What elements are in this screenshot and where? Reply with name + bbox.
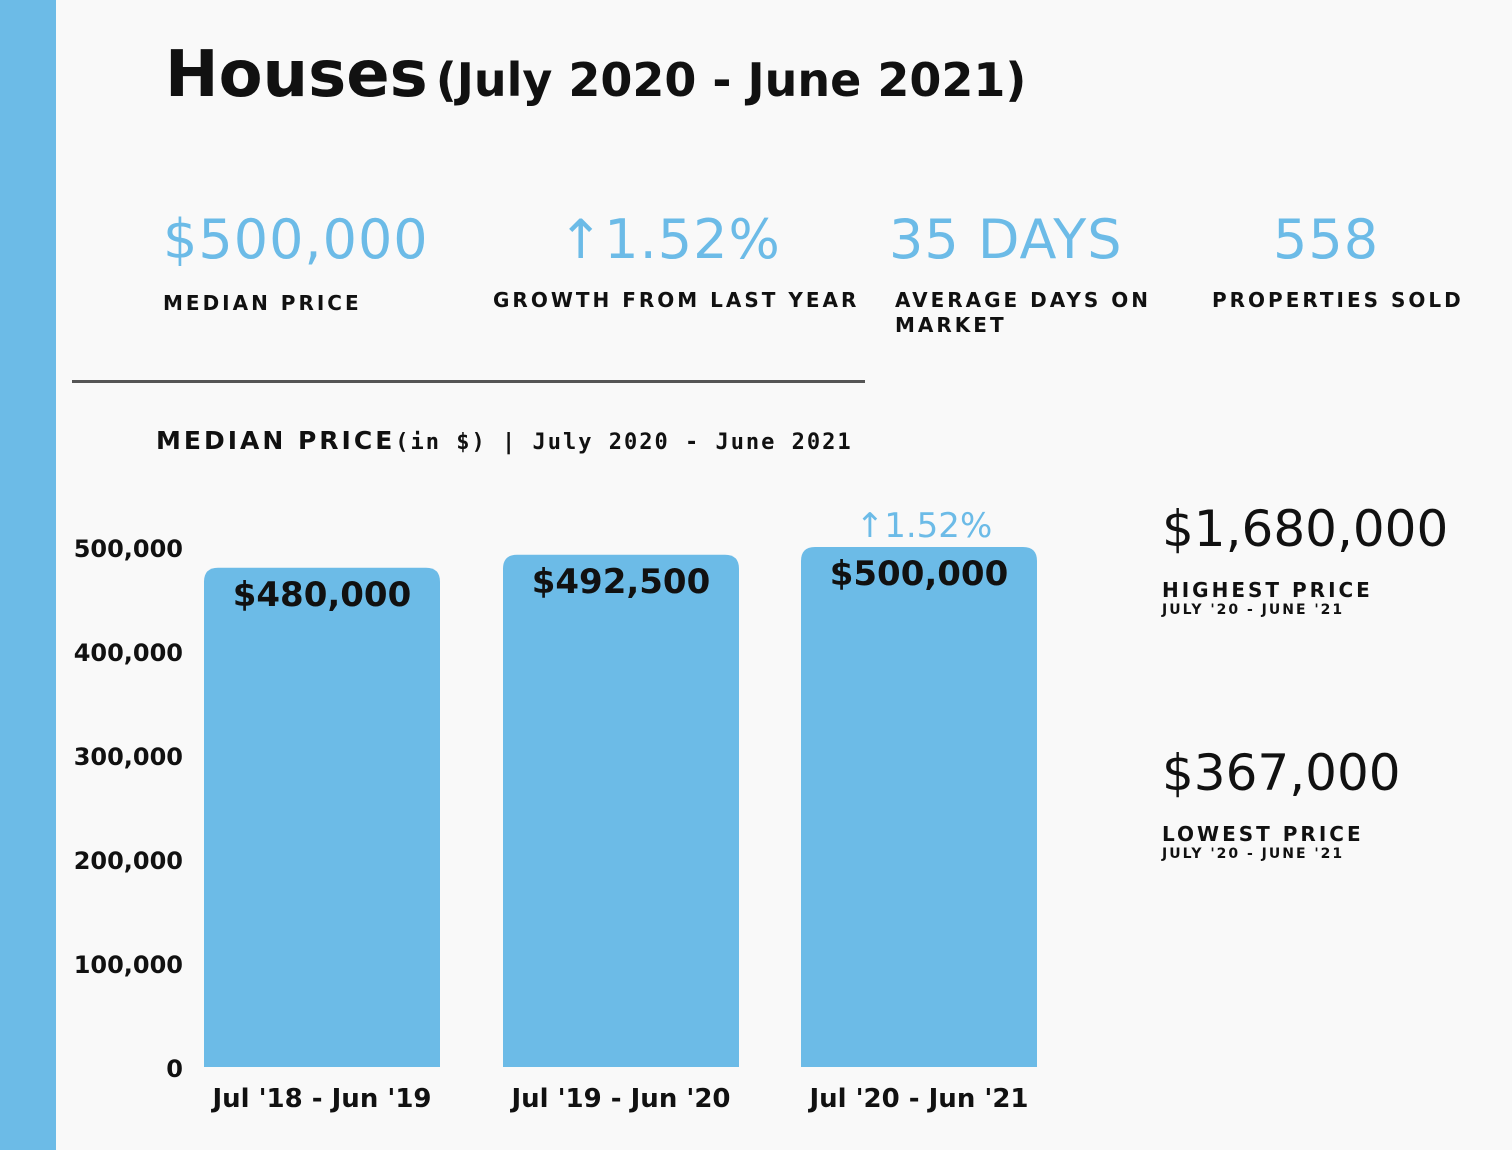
y-tick-label: 200,000 xyxy=(74,847,183,875)
stat-days-label-wrap: AVERAGE DAYS ON MARKET xyxy=(895,288,1155,338)
bar xyxy=(204,567,440,1067)
stat-properties-sold: 558 xyxy=(1273,208,1379,271)
section-divider xyxy=(72,380,865,383)
highest-price-block: $1,680,000 HIGHEST PRICE JULY '20 - JUNE… xyxy=(1162,500,1448,618)
y-tick-label: 500,000 xyxy=(74,535,183,563)
stat-median-price-value: $500,000 xyxy=(163,208,429,271)
x-tick-label: Jul '18 - Jun '19 xyxy=(210,1084,431,1114)
lowest-price-label: LOWEST PRICE xyxy=(1162,822,1364,846)
highest-price-value: $1,680,000 xyxy=(1162,500,1449,558)
stat-days-on-market: 35 DAYS xyxy=(889,208,1123,271)
stat-sold-label: PROPERTIES SOLD xyxy=(1212,288,1464,312)
y-tick-label: 300,000 xyxy=(74,743,183,771)
x-tick-label: Jul '20 - Jun '21 xyxy=(807,1084,1028,1114)
stat-sold-label-wrap: PROPERTIES SOLD xyxy=(1212,288,1464,313)
stat-median-price-label: MEDIAN PRICE xyxy=(163,291,362,315)
bar-value-label: $480,000 xyxy=(233,575,412,615)
bar xyxy=(503,554,739,1067)
y-tick-label: 100,000 xyxy=(74,951,183,979)
lowest-price-value: $367,000 xyxy=(1162,744,1401,802)
stat-growth-label: GROWTH FROM LAST YEAR xyxy=(493,288,860,312)
y-tick-label: 0 xyxy=(166,1055,183,1083)
chart-title-main: MEDIAN PRICE xyxy=(156,426,396,455)
growth-annotation: ↑1.52% xyxy=(856,506,993,546)
stat-growth-label-wrap: GROWTH FROM LAST YEAR xyxy=(493,288,859,313)
chart-title: MEDIAN PRICE(in $) | July 2020 - June 20… xyxy=(156,426,853,455)
highest-price-range: JULY '20 - JUNE '21 xyxy=(1162,602,1345,618)
page-title: Houses (July 2020 - June 2021) xyxy=(165,38,1026,112)
title-main: Houses xyxy=(165,38,428,112)
stat-days-label: AVERAGE DAYS ON MARKET xyxy=(895,288,1151,337)
lowest-price-range: JULY '20 - JUNE '21 xyxy=(1162,846,1345,862)
y-tick-label: 400,000 xyxy=(74,639,183,667)
bar-value-label: $492,500 xyxy=(532,562,711,602)
lowest-price-block: $367,000 LOWEST PRICE JULY '20 - JUNE '2… xyxy=(1162,744,1401,862)
stat-growth-value: ↑1.52% xyxy=(558,208,781,271)
title-date-range: (July 2020 - June 2021) xyxy=(435,53,1027,107)
stat-median-price: $500,000 MEDIAN PRICE xyxy=(163,208,429,316)
stat-sold-value: 558 xyxy=(1273,208,1380,271)
x-tick-label: Jul '19 - Jun '20 xyxy=(509,1084,730,1114)
median-price-bar-chart: 0 100,000 200,000 300,000 400,000 500,000 $480… xyxy=(74,506,1037,1114)
stat-days-value: 35 DAYS xyxy=(889,208,1123,271)
stat-growth: ↑1.52% xyxy=(558,208,781,271)
left-accent-stripe xyxy=(0,0,56,1150)
bar xyxy=(801,547,1037,1067)
bar-value-label: $500,000 xyxy=(830,554,1009,594)
highest-price-label: HIGHEST PRICE xyxy=(1162,578,1373,602)
chart-title-suffix: (in $) | July 2020 - June 2021 xyxy=(395,430,853,455)
